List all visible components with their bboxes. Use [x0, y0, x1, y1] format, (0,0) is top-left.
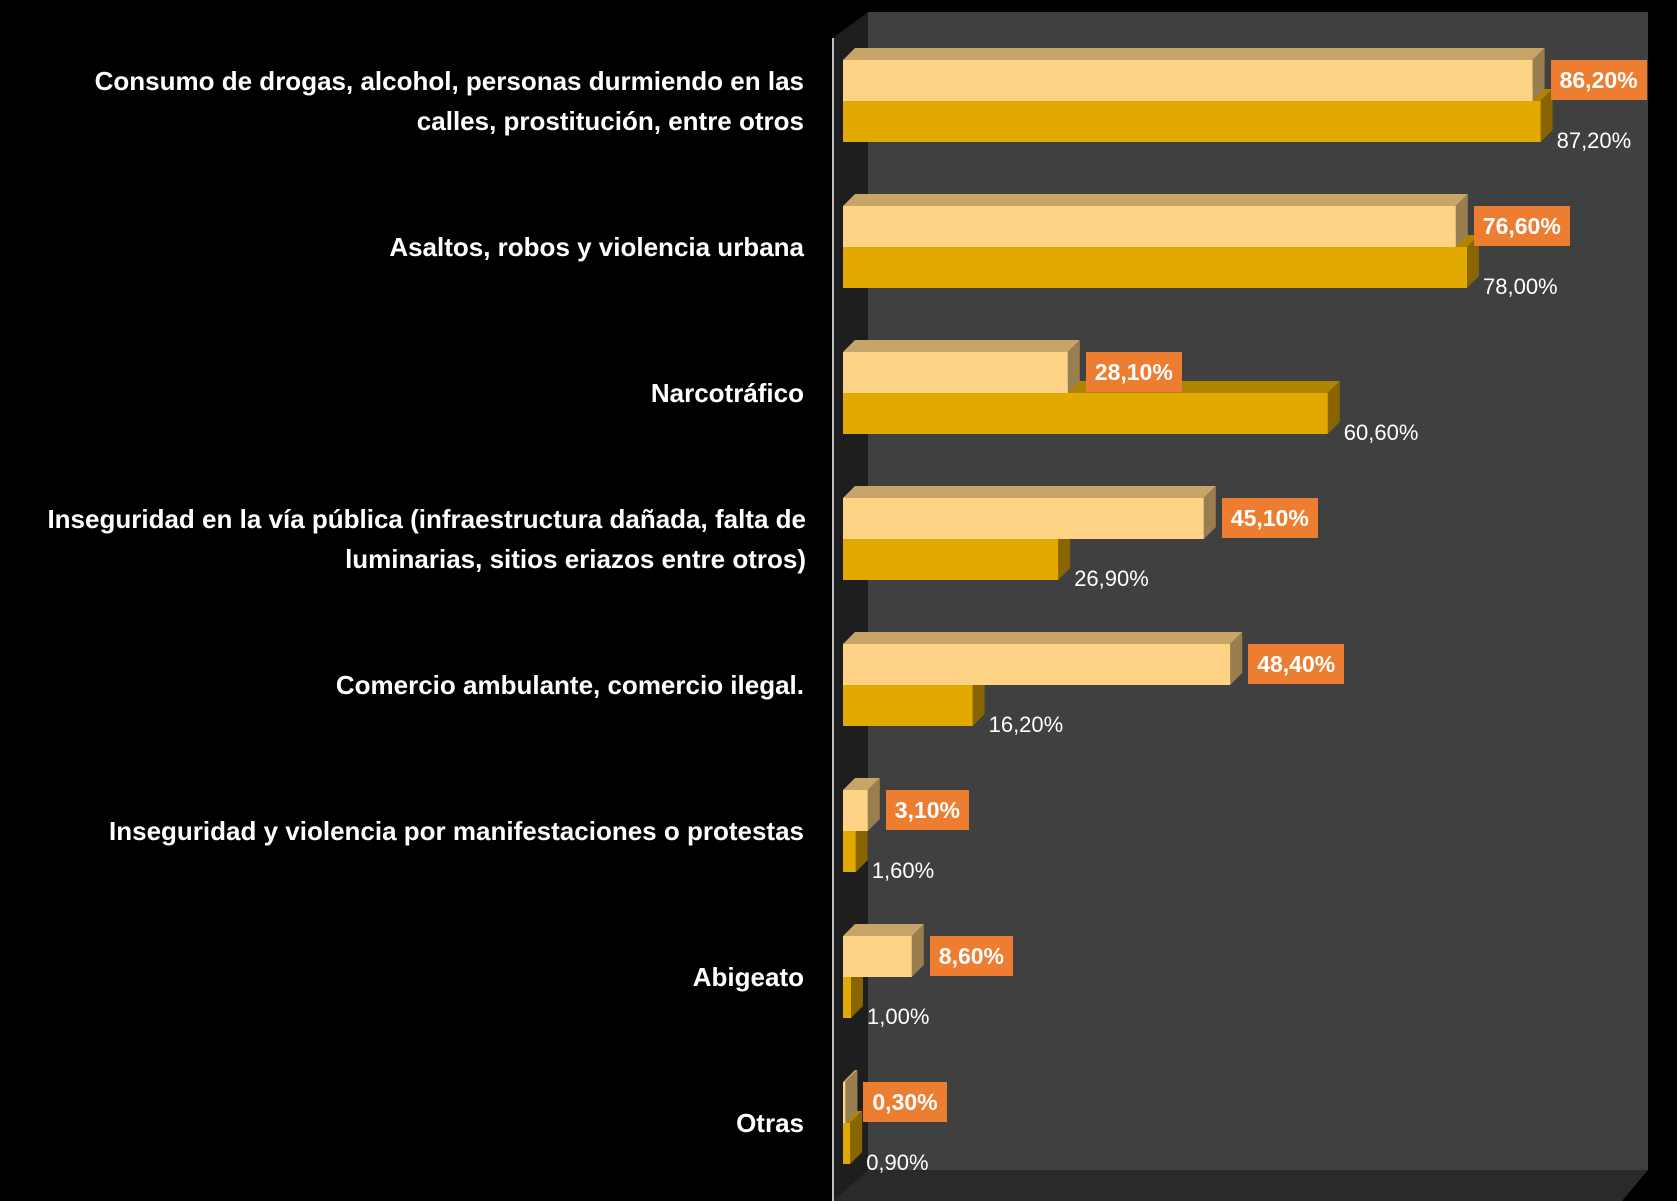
category-label: Otras [736, 1108, 804, 1138]
bar-s1-2 [843, 340, 1080, 393]
bar-s1-7-top [843, 1070, 858, 1082]
bar-s1-3-side [1203, 486, 1216, 539]
data-label-s1: 28,10% [1085, 352, 1182, 392]
data-label-s1: 45,10% [1221, 498, 1318, 538]
plot-area [832, 12, 1648, 1201]
bar-s1-4-side [1230, 632, 1243, 685]
bar-s2-3-front [843, 539, 1059, 580]
bar-s1-0-side [1532, 48, 1545, 101]
bar-s1-6 [843, 924, 924, 977]
bar-s2-2-side [1327, 381, 1340, 434]
data-label-s1: 48,40% [1248, 644, 1345, 684]
bar-s1-3 [843, 486, 1216, 539]
category-label: Narcotráfico [650, 378, 804, 408]
plot-side-wall [833, 12, 868, 1201]
bar-s2-3-side [1058, 527, 1071, 580]
category-label: Comercio ambulante, comercio ilegal. [335, 670, 804, 700]
bar-s2-6-side [851, 965, 863, 1018]
bar-s2-4-front [843, 685, 973, 726]
data-label-s2: 0,90% [866, 1150, 929, 1175]
category-label: Inseguridad en la vía pública (infraestr… [47, 504, 806, 574]
bar-s2-1-side [1467, 235, 1479, 288]
bar-s1-4-front [843, 644, 1231, 685]
plot-floor [833, 1170, 1648, 1201]
data-label-s1: 86,20% [1550, 60, 1647, 100]
bar-s2-0-side [1540, 89, 1553, 142]
data-label-s2: 1,00% [867, 1004, 930, 1029]
bar-s1-3-top [843, 486, 1216, 498]
data-label-s1: 8,60% [929, 936, 1014, 976]
data-label-s2: 16,20% [988, 712, 1064, 737]
bar-s1-6-side [911, 924, 924, 977]
data-label-s2: 1,60% [871, 858, 935, 883]
plot-back-wall [868, 12, 1648, 1170]
bar-s1-1-top [843, 194, 1468, 206]
bar-s2-5-side [855, 819, 868, 872]
data-label-s2: 60,60% [1343, 420, 1419, 445]
bar-s2-7-side [850, 1111, 863, 1164]
bar-s1-7-side [845, 1070, 858, 1123]
bar-s1-0 [843, 48, 1545, 101]
bar-s1-7 [843, 1070, 858, 1123]
bar-group [843, 48, 1553, 1164]
bar-s2-0-front [843, 101, 1541, 142]
bar-s1-6-top [843, 924, 924, 936]
bar-s1-1 [843, 194, 1468, 247]
bar-s1-6-front [843, 936, 912, 977]
data-label-s2: 87,20% [1556, 128, 1632, 153]
bar-s1-4 [843, 632, 1243, 685]
bar-s1-2-top [843, 340, 1080, 352]
bar-s1-5 [843, 778, 880, 831]
bar-s1-0-top [843, 48, 1545, 60]
data-label-s2: 26,90% [1074, 566, 1149, 591]
bar-s1-2-front [843, 352, 1068, 393]
bar-s1-1-side [1455, 194, 1468, 247]
bar-s2-1-front [843, 247, 1467, 288]
bar-s1-5-front [843, 790, 868, 831]
bar-s2-5-front [843, 831, 856, 872]
category-label: Consumo de drogas, alcohol, personas dur… [94, 66, 804, 136]
bar-s2-7-front [843, 1123, 851, 1164]
data-label-s2: 78,00% [1483, 274, 1558, 299]
bar-s1-4-top [843, 632, 1243, 644]
bar-s1-0-front [843, 60, 1533, 101]
bar-s2-4-side [972, 673, 985, 726]
data-label-s1: 3,10% [885, 790, 970, 830]
bar-s2-6-front [843, 977, 851, 1018]
bar-s1-7-front [843, 1082, 846, 1123]
category-label: Inseguridad y violencia por manifestacio… [109, 816, 804, 846]
bar-s1-1-front [843, 206, 1456, 247]
data-label-s1: 76,60% [1473, 206, 1570, 246]
bar-s1-2-side [1067, 340, 1080, 393]
category-label: Asaltos, robos y violencia urbana [389, 232, 804, 262]
bar-s2-2-front [843, 393, 1328, 434]
bar-s1-3-front [843, 498, 1204, 539]
category-label: Abigeato [692, 962, 804, 992]
bar-s1-5-top [843, 778, 880, 790]
bar-s1-5-side [867, 778, 880, 831]
data-label-s1: 0,30% [863, 1082, 947, 1122]
